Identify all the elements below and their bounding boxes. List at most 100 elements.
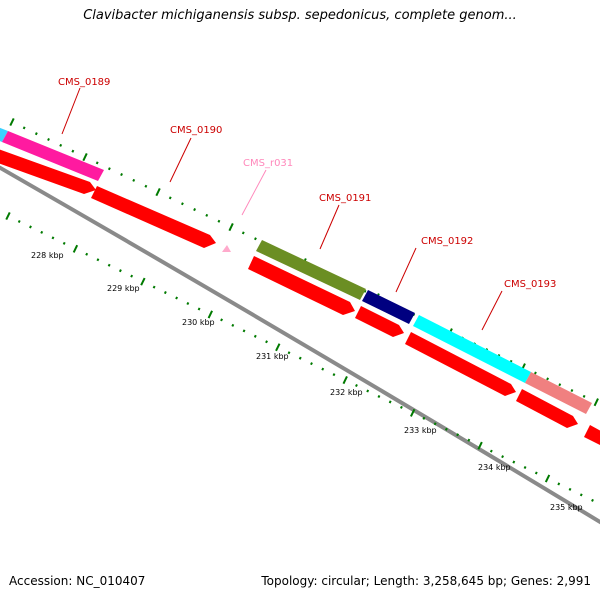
scale-label-233: 233 kbp <box>404 426 437 435</box>
forward-cds-track <box>0 146 600 450</box>
scale-label-235: 235 kbp <box>550 503 583 512</box>
scale-tick <box>456 433 460 437</box>
scale-label-231: 231 kbp <box>256 352 289 361</box>
gene-label-cms-0191[interactable]: CMS_0191 <box>319 193 371 204</box>
rna-arrow[interactable] <box>222 245 231 252</box>
cds-arrow-7[interactable] <box>584 425 600 450</box>
scale-tick <box>477 441 483 450</box>
outer-tick <box>546 377 550 381</box>
outer-tick <box>254 237 257 241</box>
rna-label-cms-r031[interactable]: CMS_r031 <box>243 158 293 169</box>
feature-cyan-cms0193[interactable] <box>413 315 531 383</box>
cds-arrow-4[interactable] <box>355 306 404 337</box>
outer-tick <box>22 126 26 130</box>
scale-tick <box>130 274 134 278</box>
feature-magenta-cms0189[interactable] <box>2 131 104 181</box>
scale-tick <box>175 296 179 300</box>
scale-tick <box>265 340 268 344</box>
cds-arrow-2[interactable] <box>91 186 216 248</box>
scale-tick <box>544 474 551 483</box>
outer-tick <box>205 213 209 217</box>
scale-tick <box>17 219 21 223</box>
scale-label-232: 232 kbp <box>330 388 363 397</box>
scale-label-230: 230 kbp <box>182 318 215 327</box>
scale-tick <box>467 438 471 442</box>
outer-tick <box>144 184 148 188</box>
scale-tick-track <box>5 211 594 502</box>
feature-olive-cms0191[interactable] <box>256 240 366 300</box>
scale-tick <box>433 422 437 426</box>
scale-tick <box>186 301 190 306</box>
label-leaders <box>61 87 503 331</box>
scale-tick <box>410 408 416 417</box>
scale-tick <box>523 466 527 470</box>
feature-cyan-left[interactable] <box>0 126 8 142</box>
scale-tick <box>298 356 302 360</box>
scale-tick <box>207 310 213 319</box>
scale-tick <box>512 460 516 464</box>
gene-labels: CMS_0189 CMS_0190 CMS_r031 CMS_0191 CMS_… <box>58 77 556 290</box>
scale-tick <box>388 400 392 404</box>
scale-tick <box>62 241 66 245</box>
genome-summary-text: Topology: circular; Length: 3,258,645 bp… <box>261 574 591 588</box>
scale-tick <box>501 455 505 459</box>
scale-tick <box>220 318 223 322</box>
scale-tick <box>355 384 358 388</box>
outer-tick <box>168 196 172 200</box>
scale-tick <box>377 394 381 398</box>
scale-tick <box>366 389 370 393</box>
outer-tick <box>558 383 562 387</box>
outer-tick <box>193 208 197 212</box>
cds-arrow-3[interactable] <box>248 256 355 315</box>
outer-tick <box>582 394 586 398</box>
feature-navy-cms0192[interactable] <box>362 290 415 324</box>
scale-tick <box>242 329 246 333</box>
scale-tick <box>72 244 79 253</box>
scale-label-229: 229 kbp <box>107 284 140 293</box>
scale-tick <box>96 258 100 262</box>
scale-tick <box>568 487 572 491</box>
scale-tick <box>275 343 281 352</box>
scale-tick <box>253 334 257 338</box>
gene-label-cms-0189[interactable]: CMS_0189 <box>58 77 110 88</box>
outer-tick <box>71 149 75 153</box>
scale-tick <box>29 225 32 229</box>
scale-tick <box>152 285 156 289</box>
scale-tick <box>51 236 55 240</box>
color-feature-track <box>0 126 592 414</box>
scale-tick <box>557 482 561 486</box>
outer-tick <box>82 152 88 162</box>
outer-tick <box>241 231 245 235</box>
gene-label-cms-0192[interactable]: CMS_0192 <box>421 236 473 247</box>
gene-label-cms-0193[interactable]: CMS_0193 <box>504 279 556 290</box>
scale-tick <box>489 449 493 453</box>
outer-tick <box>120 173 123 177</box>
outer-tick <box>95 161 99 165</box>
scale-tick <box>118 269 122 273</box>
outer-tick <box>570 389 574 393</box>
outer-tick <box>533 371 537 375</box>
feature-salmon[interactable] <box>525 372 592 414</box>
cds-arrow-1[interactable] <box>0 146 96 194</box>
outer-tick <box>9 117 15 127</box>
outer-tick <box>228 223 234 232</box>
cds-arrow-5[interactable] <box>405 332 516 396</box>
outer-tick <box>180 202 184 206</box>
scale-tick <box>40 230 44 234</box>
scale-tick <box>287 351 291 355</box>
cds-arrow-6[interactable] <box>516 389 578 428</box>
scale-tick <box>422 416 426 420</box>
accession-text: Accession: NC_010407 <box>9 574 146 588</box>
scale-label-228: 228 kbp <box>31 251 64 260</box>
scale-tick <box>310 362 313 366</box>
scale-tick <box>5 211 11 221</box>
outer-tick <box>363 289 367 293</box>
scale-tick <box>534 471 538 475</box>
outer-tick <box>155 188 161 197</box>
scale-tick <box>231 323 235 327</box>
map-title: Clavibacter michiganensis subsp. sepedon… <box>83 8 517 23</box>
scale-tick <box>163 291 167 295</box>
scale-tick <box>399 405 403 409</box>
gene-label-cms-0190[interactable]: CMS_0190 <box>170 125 222 136</box>
